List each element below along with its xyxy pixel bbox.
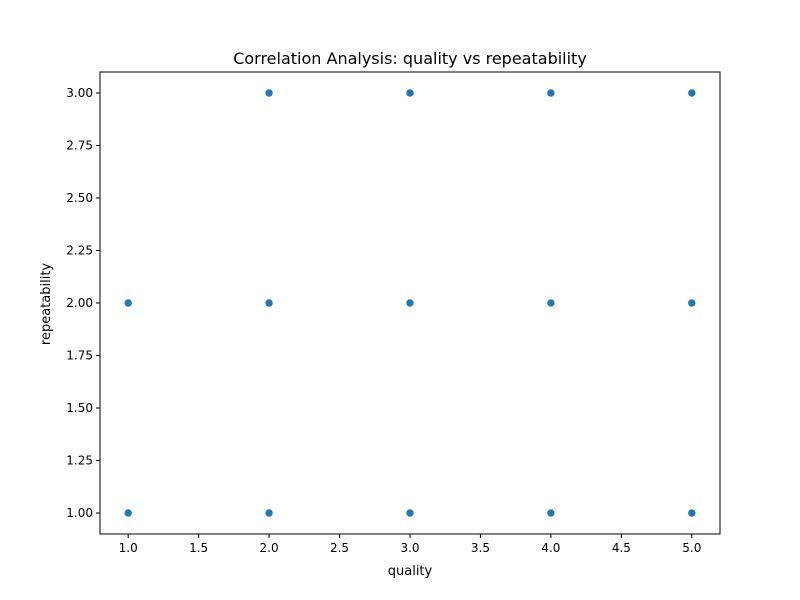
y-axis-label: repeatability [39, 263, 54, 346]
y-tick-label: 1.25 [66, 454, 93, 468]
x-tick-label: 4.0 [541, 541, 560, 555]
scatter-point [546, 298, 556, 308]
scatter-point [264, 508, 274, 518]
y-tick-label: 1.00 [66, 506, 93, 520]
scatter-point [264, 298, 274, 308]
chart-title: Correlation Analysis: quality vs repeata… [233, 49, 587, 68]
scatter-point [123, 298, 133, 308]
y-tick-label: 2.50 [66, 191, 93, 205]
y-tick-label: 3.00 [66, 86, 93, 100]
x-tick-label: 2.0 [260, 541, 279, 555]
y-tick-label: 2.00 [66, 296, 93, 310]
x-tick-label: 2.5 [330, 541, 349, 555]
y-tick-label: 2.75 [66, 139, 93, 153]
scatter-point [405, 88, 415, 98]
y-tick-label: 2.25 [66, 244, 93, 258]
x-tick-label: 4.5 [612, 541, 631, 555]
ticks-layer: 1.0 1.5 2.0 2.5 3.0 3.5 4.0 4.5 5.0 1.00 1.25 1.50 1… [66, 86, 701, 555]
x-tick-label: 1.5 [189, 541, 208, 555]
x-tick-label: 5.0 [682, 541, 701, 555]
scatter-point [687, 88, 697, 98]
scatter-point [546, 508, 556, 518]
scatter-point [687, 508, 697, 518]
x-tick-label: 3.5 [471, 541, 490, 555]
scatter-point [546, 88, 556, 98]
y-tick-label: 1.75 [66, 349, 93, 363]
scatter-point [123, 508, 133, 518]
x-tick-label: 1.0 [119, 541, 138, 555]
y-tick-label: 1.50 [66, 401, 93, 415]
scatter-point [264, 88, 274, 98]
points-layer [123, 88, 697, 518]
scatter-point [687, 298, 697, 308]
scatter-point [405, 508, 415, 518]
x-tick-label: 3.0 [400, 541, 419, 555]
plot-frame [99, 71, 721, 535]
scatter-point [405, 298, 415, 308]
x-axis-label: quality [388, 564, 433, 579]
